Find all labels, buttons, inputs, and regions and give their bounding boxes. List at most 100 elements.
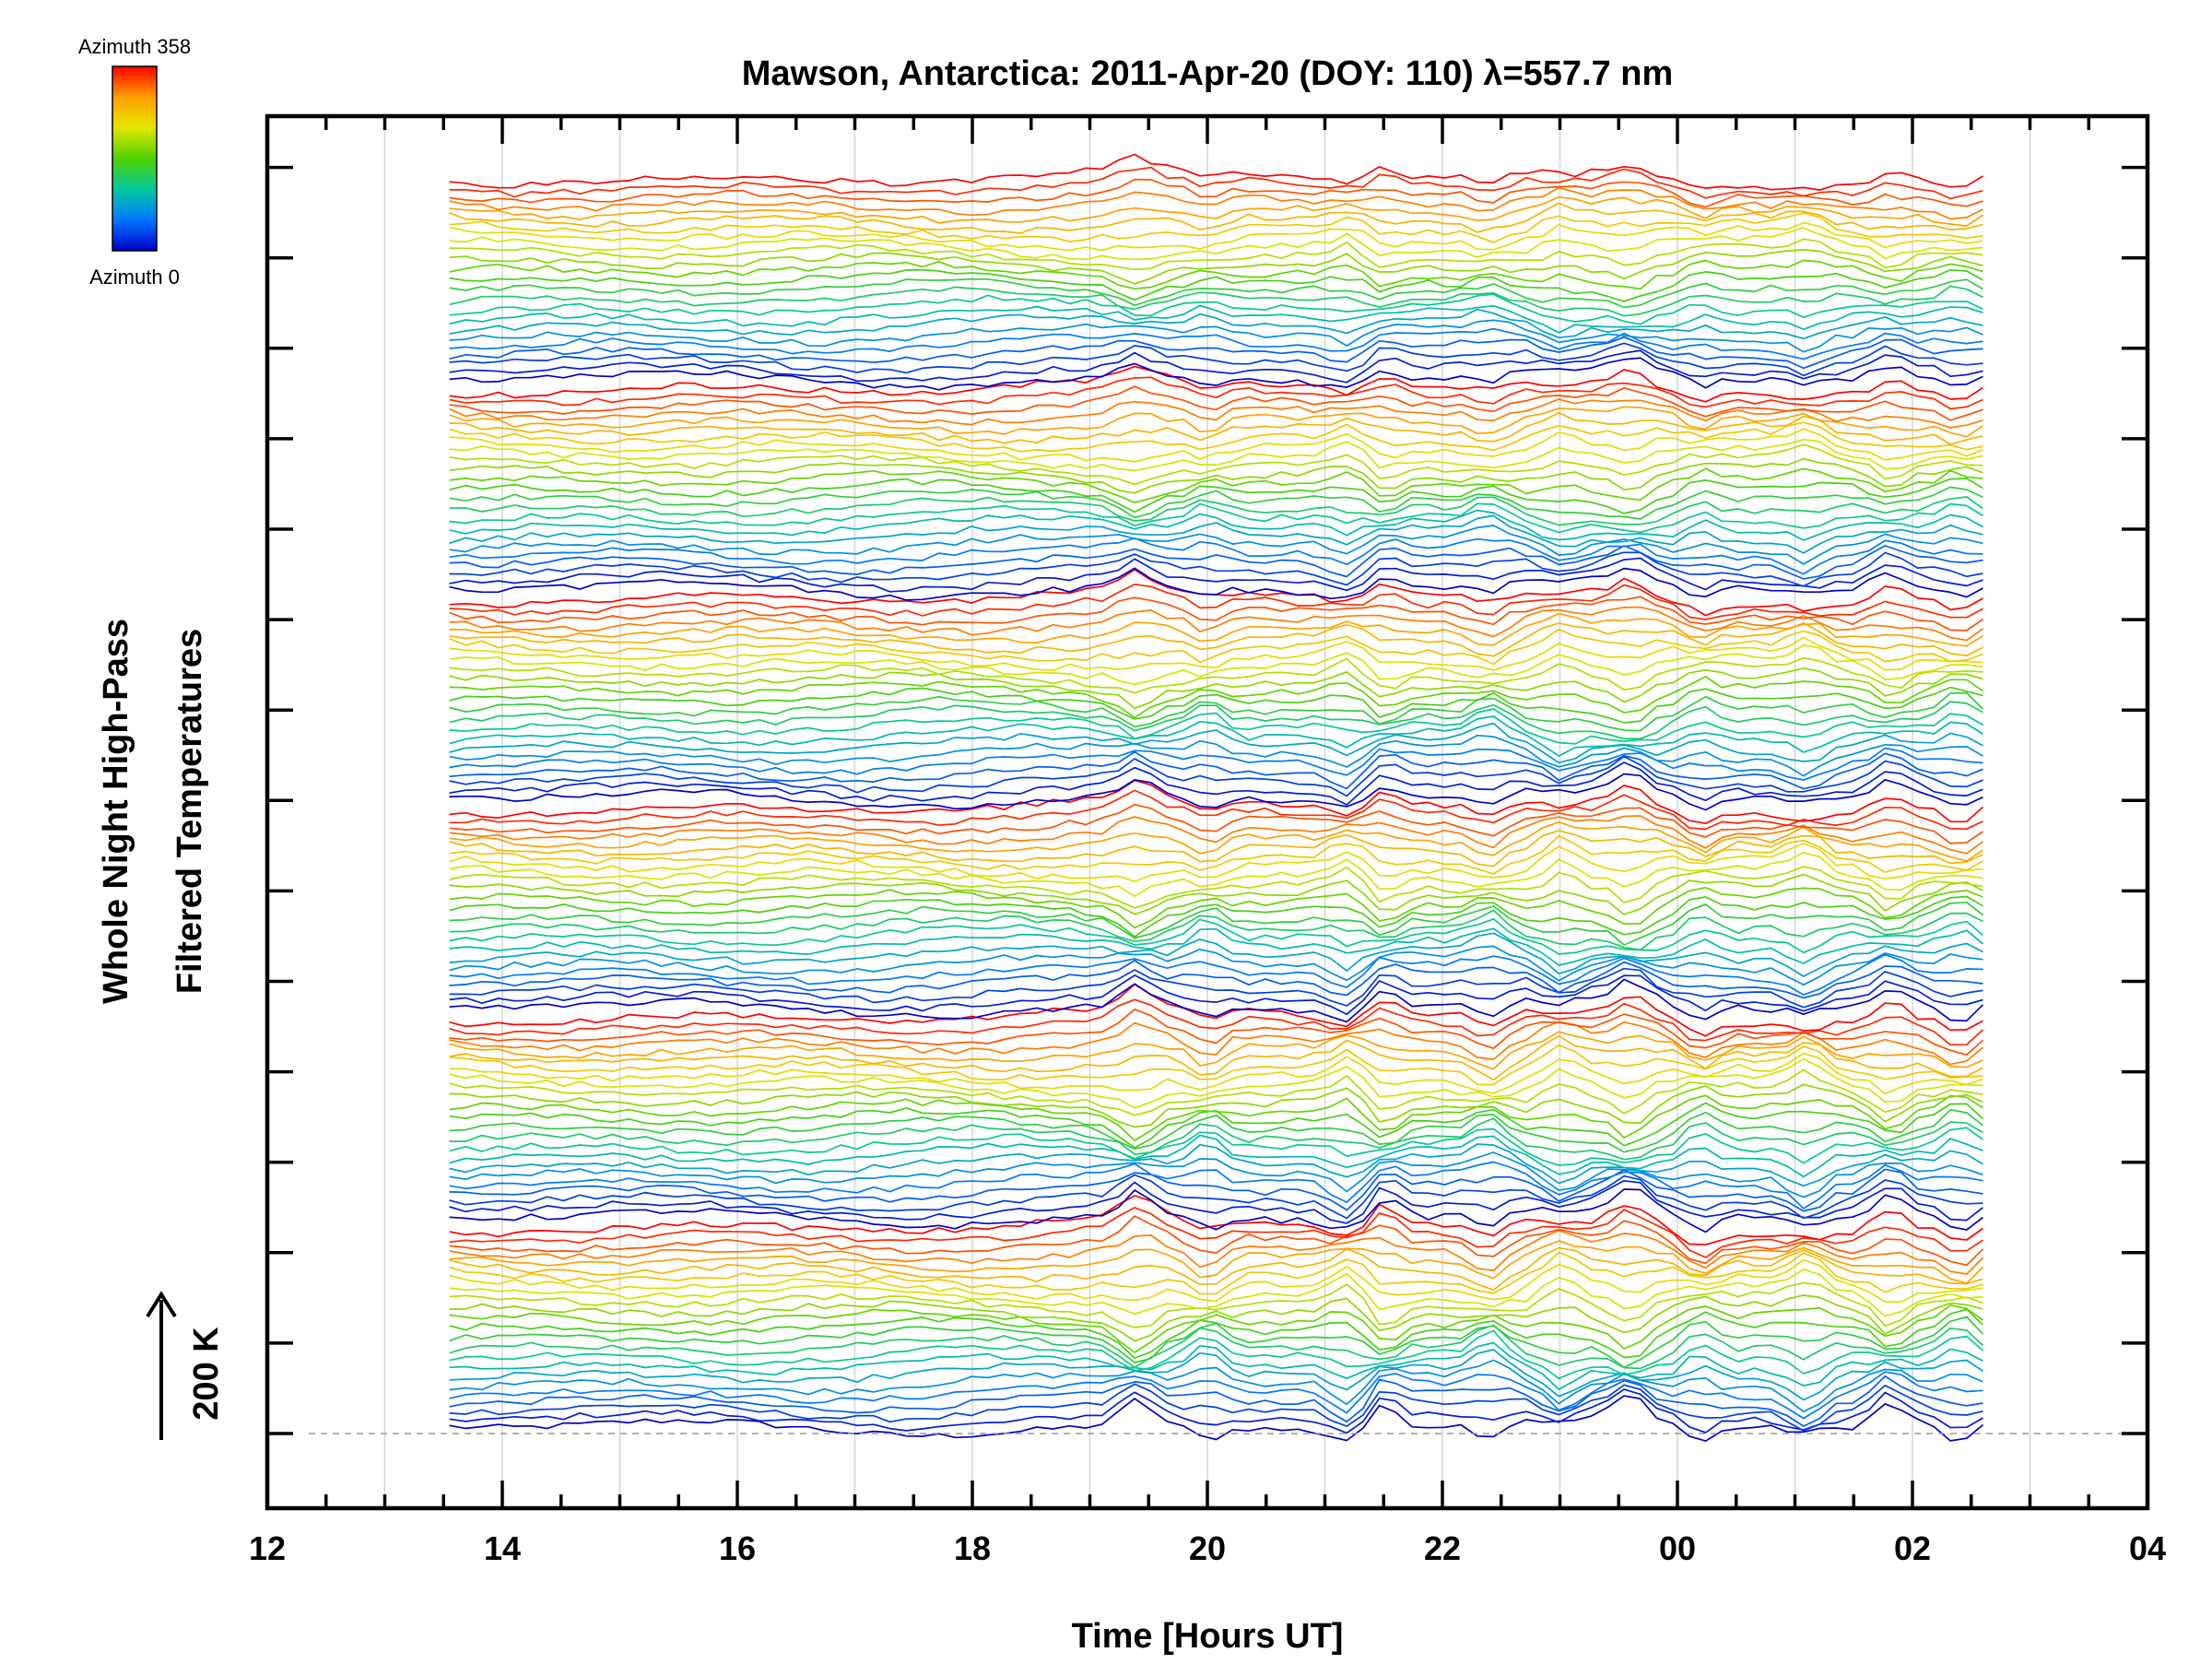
azimuth-trace	[449, 1031, 1983, 1070]
azimuth-trace	[449, 1207, 1983, 1258]
azimuth-colorbar: Azimuth 358 Azimuth 0	[78, 35, 191, 289]
azimuth-trace	[449, 336, 1983, 370]
azimuth-trace	[449, 803, 1983, 844]
azimuth-trace	[449, 227, 1983, 261]
x-tick-labels: 12 14 16 18 20 22 00 02 04	[249, 1529, 2166, 1567]
azimuth-trace	[449, 304, 1983, 334]
azimuth-trace	[449, 1269, 1983, 1317]
azimuth-trace	[449, 1375, 1983, 1427]
azimuth-trace	[449, 1127, 1984, 1166]
azimuth-trace	[449, 486, 1983, 520]
azimuth-trace	[449, 349, 1983, 384]
azimuth-trace	[449, 974, 1983, 1016]
azimuth-trace	[449, 1371, 1983, 1420]
azimuth-trace	[449, 1174, 1983, 1220]
azimuth-trace	[449, 166, 1983, 200]
azimuth-trace	[449, 722, 1983, 764]
azimuth-trace	[449, 901, 1984, 946]
y-axis-label-line2: Filtered Temperatures	[171, 629, 209, 994]
azimuth-trace	[449, 643, 1983, 686]
azimuth-trace	[449, 1151, 1983, 1198]
azimuth-trace	[449, 406, 1983, 438]
y-axis-label-line1: Whole Night High-Pass	[97, 619, 135, 1004]
azimuth-trace	[449, 773, 1983, 811]
azimuth-trace	[449, 789, 1983, 831]
azimuth-trace	[449, 1179, 1984, 1224]
azimuth-trace	[449, 945, 1983, 986]
azimuth-trace	[449, 1341, 1983, 1390]
azimuth-trace	[449, 1251, 1983, 1295]
azimuth-trace	[449, 734, 1983, 777]
x-tick-label: 04	[2129, 1529, 2166, 1567]
azimuth-trace	[449, 1329, 1984, 1380]
azimuth-trace	[449, 701, 1983, 740]
azimuth-trace	[449, 277, 1983, 309]
azimuth-trace	[449, 551, 1983, 587]
azimuth-trace	[449, 443, 1983, 486]
azimuth-trace	[449, 932, 1983, 977]
axis-ticks	[265, 116, 2149, 1508]
azimuth-trace	[449, 525, 1983, 565]
azimuth-trace	[449, 636, 1983, 672]
azimuth-trace	[449, 612, 1983, 647]
azimuth-trace	[449, 606, 1983, 642]
azimuth-trace	[449, 1395, 1984, 1442]
azimuth-trace	[449, 715, 1983, 757]
azimuth-trace	[449, 1117, 1983, 1161]
azimuth-trace	[449, 567, 1983, 601]
azimuth-trace	[449, 953, 1983, 996]
azimuth-trace	[449, 820, 1983, 862]
azimuth-trace	[449, 342, 1983, 377]
chart-title: Mawson, Antarctica: 2011-Apr-20 (DOY: 11…	[742, 54, 1674, 93]
azimuth-trace	[449, 153, 1983, 191]
azimuth-trace	[449, 268, 1983, 302]
azimuth-trace	[449, 195, 1983, 227]
azimuth-trace	[449, 438, 1983, 472]
azimuth-trace	[449, 927, 1984, 966]
azimuth-trace	[449, 186, 1983, 220]
azimuth-trace	[449, 584, 1983, 620]
azimuth-trace	[449, 1143, 1983, 1187]
azimuth-trace	[449, 238, 1983, 271]
azimuth-trace	[449, 676, 1983, 719]
azimuth-trace	[449, 873, 1983, 915]
azimuth-trace	[449, 1246, 1983, 1292]
azimuth-trace	[449, 285, 1983, 317]
azimuth-trace	[449, 895, 1983, 938]
azimuth-trace	[449, 259, 1983, 290]
azimuth-trace	[449, 1349, 1983, 1401]
azimuth-trace	[449, 308, 1983, 340]
azimuth-trace	[449, 1230, 1984, 1275]
azimuth-trace	[449, 686, 1983, 724]
azimuth-trace	[449, 851, 1983, 898]
azimuth-trace	[449, 1057, 1983, 1109]
azimuth-trace	[449, 1258, 1983, 1304]
azimuth-trace	[449, 960, 1983, 999]
azimuth-trace	[449, 918, 1984, 955]
azimuth-trace	[449, 1388, 1983, 1434]
azimuth-trace	[449, 398, 1983, 429]
azimuth-trace	[449, 293, 1983, 325]
colorbar-top-label: Azimuth 358	[78, 35, 191, 58]
azimuth-trace	[449, 457, 1983, 494]
azimuth-trace	[449, 1083, 1983, 1128]
scale-arrow-head	[146, 1291, 177, 1318]
azimuth-trace	[449, 750, 1983, 790]
y-axis-label: Whole Night High-Pass Filtered Temperatu…	[97, 619, 209, 1004]
azimuth-trace	[449, 909, 1983, 951]
x-tick-label: 22	[1424, 1529, 1461, 1567]
azimuth-trace	[449, 537, 1983, 575]
azimuth-trace	[449, 747, 1983, 781]
azimuth-trace	[449, 1383, 1983, 1432]
azimuth-trace	[449, 496, 1983, 526]
azimuth-trace	[449, 866, 1983, 909]
azimuth-trace	[449, 1108, 1984, 1153]
azimuth-trace	[449, 1294, 1983, 1342]
azimuth-trace	[449, 830, 1983, 867]
colorbar-gradient	[112, 65, 158, 252]
azimuth-trace	[449, 202, 1983, 234]
azimuth-trace	[449, 1168, 1983, 1212]
azimuth-trace	[449, 357, 1983, 391]
